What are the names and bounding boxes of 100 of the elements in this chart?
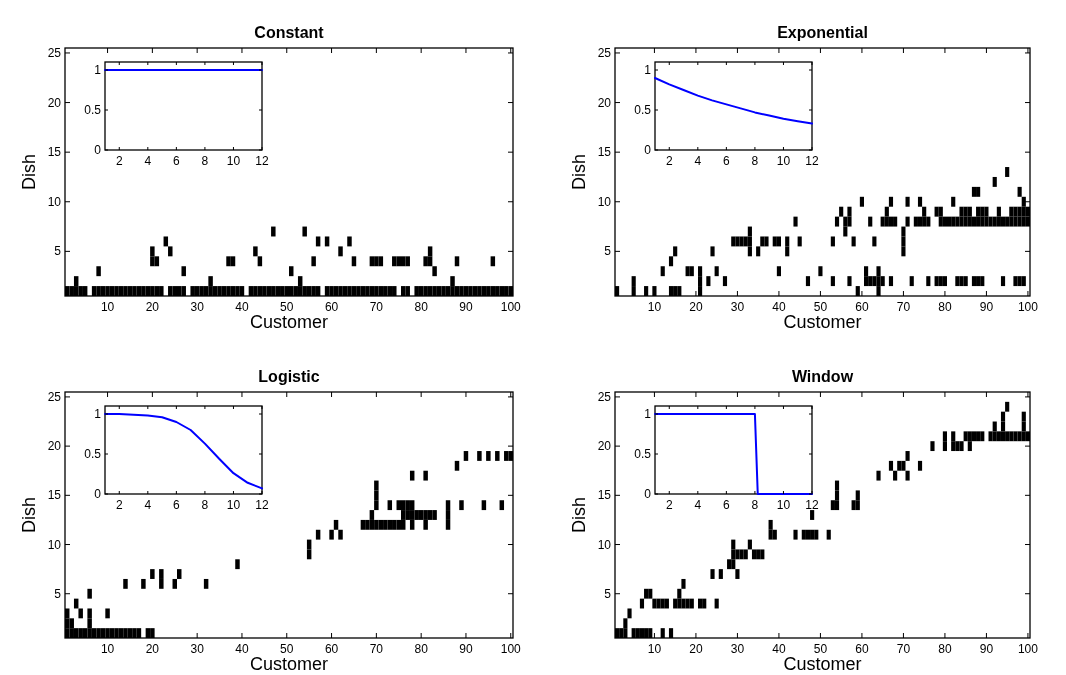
- y-tick-label: 0.5: [634, 447, 652, 461]
- x-tick-label: 90: [459, 300, 473, 314]
- x-tick-label: 10: [226, 154, 241, 168]
- y-tick-label: 0: [94, 487, 102, 501]
- x-tick-label: 50: [280, 642, 294, 656]
- x-tick-label: 60: [855, 300, 869, 314]
- x-tick-label: 80: [938, 300, 952, 314]
- x-tick-label: 60: [324, 300, 339, 314]
- x-tick-label: 20: [689, 642, 703, 656]
- y-tick-label: 20: [597, 439, 612, 454]
- x-tick-label: 100: [1017, 642, 1039, 656]
- x-tick-label: 90: [459, 642, 473, 656]
- x-tick-label: 80: [938, 642, 952, 656]
- x-tick-label: 30: [730, 642, 745, 656]
- x-tick-label: 12: [805, 154, 819, 168]
- y-tick-label: 25: [597, 45, 612, 60]
- x-tick-label: 100: [500, 642, 522, 656]
- x-tick-label: 70: [369, 300, 384, 314]
- x-axis-title: Customer: [249, 312, 329, 332]
- y-tick-label: 10: [47, 537, 62, 552]
- x-tick-label: 10: [226, 498, 241, 512]
- x-tick-label: 60: [324, 642, 339, 656]
- x-tick-label: 2: [115, 154, 123, 168]
- x-tick-label: 20: [689, 300, 703, 314]
- x-tick-label: 8: [751, 154, 759, 168]
- x-tick-label: 70: [369, 642, 384, 656]
- x-tick-label: 2: [665, 498, 673, 512]
- y-tick-label: 15: [47, 488, 62, 503]
- x-tick-label: 50: [813, 642, 828, 656]
- y-tick-label: 5: [54, 586, 62, 601]
- x-tick-label: 70: [896, 300, 911, 314]
- line-series: [104, 413, 263, 490]
- x-axis-title: Customer: [249, 654, 329, 674]
- y-tick-label: 20: [597, 95, 612, 110]
- y-axis-title: Dish: [569, 496, 589, 534]
- x-tick-label: 6: [173, 498, 181, 512]
- x-tick-label: 30: [190, 642, 205, 656]
- y-tick-label: 0: [644, 487, 652, 501]
- x-tick-label: 12: [255, 498, 269, 512]
- x-tick-label: 50: [813, 300, 828, 314]
- y-tick-label: 25: [47, 45, 62, 60]
- y-axis-title: Dish: [19, 496, 39, 534]
- x-tick-label: 4: [694, 154, 702, 168]
- chart-title: Logistic: [258, 368, 320, 385]
- x-tick-label: 40: [235, 300, 249, 314]
- y-tick-label: 5: [604, 586, 612, 601]
- x-tick-label: 6: [723, 154, 731, 168]
- y-tick-label: 20: [47, 95, 62, 110]
- x-tick-label: 80: [414, 300, 429, 314]
- x-tick-label: 90: [979, 300, 994, 314]
- x-axis-title: Customer: [783, 312, 862, 332]
- x-tick-label: 8: [201, 498, 209, 512]
- x-tick-label: 4: [144, 498, 152, 512]
- x-tick-label: 20: [145, 300, 160, 314]
- x-tick-label: 2: [665, 154, 673, 168]
- x-tick-label: 10: [776, 154, 791, 168]
- y-tick-label: 25: [47, 389, 62, 404]
- x-axis-title: Customer: [783, 654, 862, 674]
- y-tick-label: 1: [644, 407, 652, 421]
- chart-title: Window: [791, 368, 854, 385]
- x-tick-label: 50: [280, 300, 294, 314]
- x-tick-label: 90: [979, 642, 994, 656]
- chart-title: Exponential: [777, 24, 868, 41]
- y-tick-label: 0: [94, 143, 102, 157]
- x-tick-label: 2: [115, 498, 123, 512]
- y-axis-title: Dish: [19, 153, 39, 191]
- line-series: [654, 77, 813, 125]
- y-tick-label: 15: [47, 145, 62, 160]
- x-tick-label: 8: [751, 498, 759, 512]
- x-tick-label: 6: [173, 154, 181, 168]
- y-tick-label: 10: [47, 194, 62, 209]
- x-tick-label: 8: [201, 154, 209, 168]
- x-tick-label: 4: [694, 498, 702, 512]
- x-tick-label: 12: [255, 154, 269, 168]
- y-tick-label: 15: [597, 145, 612, 160]
- x-tick-label: 80: [414, 642, 429, 656]
- x-tick-label: 30: [190, 300, 205, 314]
- x-tick-label: 40: [772, 642, 786, 656]
- x-tick-label: 4: [144, 154, 152, 168]
- y-tick-label: 0: [644, 143, 652, 157]
- x-tick-label: 10: [776, 498, 791, 512]
- y-tick-label: 0.5: [84, 103, 102, 117]
- x-tick-label: 60: [855, 642, 869, 656]
- y-tick-label: 1: [94, 63, 102, 77]
- y-tick-label: 0.5: [634, 103, 652, 117]
- y-tick-label: 10: [597, 537, 612, 552]
- x-tick-label: 12: [805, 498, 819, 512]
- y-tick-label: 5: [54, 244, 62, 259]
- chart-title: Constant: [254, 24, 325, 41]
- x-tick-label: 20: [145, 642, 160, 656]
- y-tick-label: 20: [47, 439, 62, 454]
- y-axis-title: Dish: [569, 153, 589, 191]
- y-tick-label: 1: [644, 63, 652, 77]
- x-tick-label: 100: [1017, 300, 1039, 314]
- x-tick-label: 70: [896, 642, 911, 656]
- y-tick-label: 5: [604, 244, 612, 259]
- x-tick-label: 40: [235, 642, 249, 656]
- x-tick-label: 100: [500, 300, 522, 314]
- y-tick-label: 1: [94, 407, 102, 421]
- x-tick-label: 30: [730, 300, 745, 314]
